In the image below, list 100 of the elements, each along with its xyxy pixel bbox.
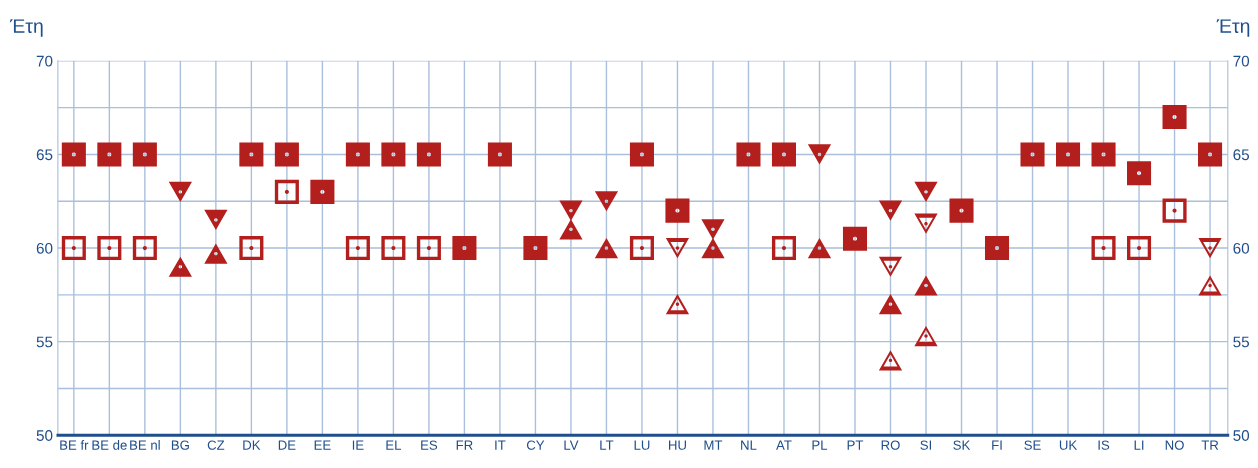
point: [239, 142, 264, 167]
point: [1198, 275, 1222, 296]
y2-axis-title: Έτη: [1216, 19, 1250, 37]
point: [1127, 236, 1152, 261]
point: [629, 236, 654, 261]
point: [61, 142, 86, 167]
x-tick-label: IE: [352, 440, 364, 450]
point: [452, 236, 477, 261]
x-tick-label: IS: [1098, 440, 1110, 450]
point: [132, 142, 157, 167]
x-tick-label: PT: [847, 440, 864, 450]
point: [523, 236, 548, 261]
point: [665, 198, 690, 223]
y2-tick-label: 70: [1233, 55, 1250, 67]
point: [345, 236, 370, 261]
point: [914, 325, 938, 347]
point: [984, 236, 1010, 261]
x-tick-label: UK: [1059, 440, 1078, 450]
point: [132, 236, 157, 261]
point: [97, 236, 122, 261]
point: [168, 181, 192, 202]
x-tick-label: EE: [314, 440, 331, 450]
y-tick-label: 50: [36, 430, 53, 441]
x-tick-label: DK: [243, 440, 261, 450]
point: [310, 179, 335, 204]
x-tick-label: PL: [812, 440, 828, 450]
point: [594, 191, 619, 212]
point: [914, 213, 938, 234]
point: [594, 237, 619, 259]
y-tick-label: 70: [36, 55, 53, 67]
point: [381, 236, 406, 261]
point: [274, 179, 299, 204]
point: [1162, 198, 1187, 223]
y-tick-label: 55: [36, 336, 53, 348]
point: [1020, 142, 1045, 167]
point: [701, 237, 725, 259]
x-tick-label: SI: [920, 440, 932, 450]
x-tick-label: TR: [1201, 440, 1219, 450]
point: [487, 142, 512, 167]
x-tick-label: RO: [881, 440, 900, 450]
x-tick-label: FR: [456, 440, 473, 450]
point: [416, 236, 441, 261]
point: [559, 219, 583, 240]
x-tick-label: BE nl: [130, 440, 160, 450]
y-axis-title: Έτη: [9, 19, 43, 37]
point: [878, 350, 903, 371]
point: [665, 294, 690, 315]
x-tick-label: LT: [600, 440, 614, 450]
point: [416, 142, 441, 167]
x-tick-label: LV: [564, 440, 579, 450]
point: [1198, 237, 1222, 259]
point: [771, 236, 796, 261]
point: [665, 237, 690, 259]
y2-tick-label: 50: [1233, 430, 1250, 441]
y2-tick-label: 65: [1233, 149, 1250, 161]
point: [168, 256, 192, 277]
point: [204, 209, 228, 231]
point: [771, 142, 796, 167]
point: [629, 142, 654, 167]
point: [878, 200, 903, 221]
x-tick-label: LU: [634, 440, 650, 450]
x-tick-label: HU: [669, 440, 686, 450]
x-tick-label: DE: [278, 440, 296, 450]
x-tick-label: LI: [1134, 440, 1144, 450]
point: [381, 142, 406, 167]
point: [1091, 236, 1116, 261]
point: [204, 243, 228, 264]
y2-tick-label: 55: [1233, 336, 1250, 348]
y2-tick-label: 60: [1233, 242, 1250, 254]
point: [736, 142, 761, 167]
x-tick-label: CY: [526, 440, 545, 450]
point: [1056, 142, 1081, 167]
point: [1198, 142, 1223, 167]
point: [807, 144, 832, 165]
x-tick-label: IT: [495, 440, 506, 450]
x-tick-label: SK: [953, 440, 971, 450]
y-tick-label: 60: [36, 242, 53, 254]
point: [61, 236, 86, 261]
x-tick-label: SE: [1024, 440, 1041, 450]
x-tick-label: BE de: [92, 440, 127, 450]
x-tick-label: BE fr: [60, 440, 89, 450]
point: [701, 219, 725, 240]
point: [559, 200, 583, 221]
point: [949, 198, 974, 223]
x-tick-label: BG: [171, 440, 189, 450]
point: [807, 237, 832, 259]
point: [878, 256, 903, 277]
point: [878, 294, 903, 315]
point: [97, 142, 122, 167]
x-tick-label: AT: [776, 440, 792, 450]
point: [1091, 142, 1116, 167]
x-tick-label: ES: [421, 440, 438, 450]
point: [239, 236, 264, 261]
point: [914, 181, 938, 202]
point: [1127, 161, 1152, 186]
point: [842, 226, 868, 251]
y-tick-label: 65: [36, 149, 53, 161]
point: [345, 142, 370, 167]
point: [1162, 104, 1187, 130]
x-tick-label: MT: [704, 440, 723, 450]
